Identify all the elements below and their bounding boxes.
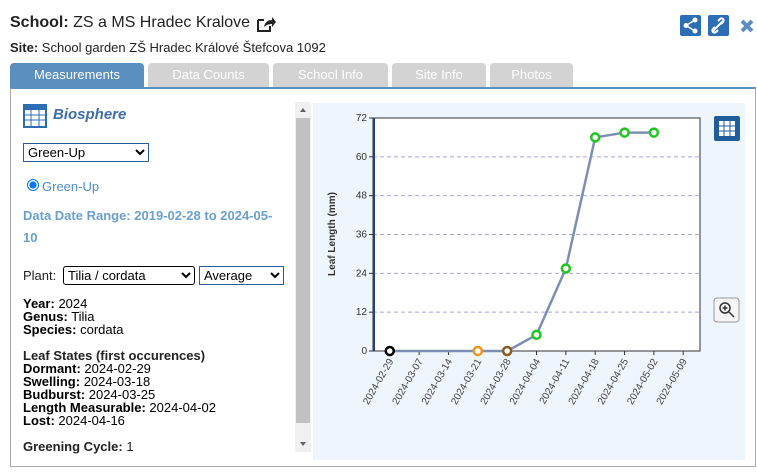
detail-label: Budburst: bbox=[23, 387, 86, 402]
point bbox=[619, 127, 630, 138]
detail-label: Year: bbox=[23, 296, 55, 311]
detail-value: 2024 bbox=[58, 296, 88, 311]
share-button[interactable] bbox=[680, 15, 701, 36]
detail-label: Genus: bbox=[23, 309, 68, 324]
link-button[interactable] bbox=[708, 15, 729, 36]
point bbox=[472, 345, 484, 357]
open-icon[interactable] bbox=[256, 15, 276, 33]
scrollbar[interactable] bbox=[295, 102, 311, 452]
table-icon[interactable] bbox=[23, 104, 47, 128]
detail-value: 2024-03-18 bbox=[83, 374, 151, 389]
point bbox=[531, 329, 542, 341]
site-line: Site: School garden ZŠ Hradec Králové Št… bbox=[10, 40, 326, 55]
leaf-states-title: Leaf States (first occurences) bbox=[23, 348, 206, 363]
point bbox=[648, 127, 660, 138]
detail-value: 2024-04-16 bbox=[58, 413, 125, 428]
detail-value: 2024-02-29 bbox=[84, 361, 151, 376]
y-tick-label: 60 bbox=[356, 152, 368, 163]
detail-row: Budburst: 2024-03-25 bbox=[23, 388, 216, 401]
tab[interactable]: Site Info bbox=[392, 63, 486, 87]
detail-row: Species: cordata bbox=[23, 323, 123, 336]
chart-table-button[interactable] bbox=[714, 116, 740, 141]
point bbox=[384, 345, 396, 357]
details: Year: 2024 Genus: Tilia Species: cordata bbox=[23, 297, 123, 336]
cycle-row: Greening Cycle: 1 bbox=[23, 439, 134, 454]
phenophase-select[interactable]: Green-Up bbox=[23, 143, 149, 162]
y-tick-label: 12 bbox=[356, 307, 368, 318]
detail-row: Swelling: 2024-03-18 bbox=[23, 375, 216, 388]
detail-value: 2024-03-25 bbox=[88, 387, 156, 402]
detail-row: Genus: Tilia bbox=[23, 310, 123, 323]
header-icons bbox=[680, 15, 754, 36]
site-label: Site: bbox=[10, 40, 39, 55]
y-tick-label: 48 bbox=[356, 191, 368, 202]
detail-label: Swelling: bbox=[23, 374, 81, 389]
y-tick-label: 72 bbox=[356, 113, 368, 124]
plant-label: Plant: bbox=[23, 268, 57, 283]
school-name: ZS a MS Hradec Kralove bbox=[73, 14, 251, 31]
detail-row: Year: 2024 bbox=[23, 297, 123, 310]
tab[interactable]: Photos bbox=[490, 63, 573, 87]
detail-row: Length Measurable: 2024-04-02 bbox=[23, 401, 216, 414]
detail-row: Lost: 2024-04-16 bbox=[23, 414, 216, 427]
plant-select[interactable]: Tilia / cordata bbox=[63, 266, 195, 285]
date-range: Data Date Range: 2019-02-28 to 2024-05-1… bbox=[23, 205, 283, 249]
detail-label: Species: bbox=[23, 322, 77, 337]
stat-select[interactable]: Average bbox=[199, 266, 284, 285]
point bbox=[589, 132, 601, 143]
zoom-button[interactable] bbox=[713, 297, 740, 323]
detail-value: Tilia bbox=[71, 309, 95, 324]
leaf-states: Dormant: 2024-02-29 Swelling: 2024-03-18 B… bbox=[23, 362, 216, 427]
tab[interactable]: School Info bbox=[273, 63, 388, 87]
tab[interactable]: Data Counts bbox=[148, 63, 269, 87]
point bbox=[560, 263, 572, 274]
y-axis-label: Leaf Length (mm) bbox=[327, 192, 338, 276]
radio-row[interactable]: Green-Up bbox=[27, 179, 99, 194]
panel-title: Biosphere bbox=[53, 106, 127, 123]
cycle-label: Greening Cycle: bbox=[23, 439, 123, 454]
detail-label: Length Measurable: bbox=[23, 400, 146, 415]
y-tick-label: 36 bbox=[356, 230, 368, 241]
detail-row: Dormant: 2024-02-29 bbox=[23, 362, 216, 375]
y-tick-label: 24 bbox=[356, 268, 368, 279]
detail-label: Dormant: bbox=[23, 361, 81, 376]
detail-label: Lost: bbox=[23, 413, 55, 428]
detail-value: 2024-04-02 bbox=[149, 400, 216, 415]
tab-panel bbox=[10, 87, 756, 467]
radio-label: Green-Up bbox=[42, 179, 100, 194]
site-name: School garden ZŠ Hradec Králové Štefcova… bbox=[41, 40, 326, 55]
date-range-label: Data Date Range: bbox=[23, 208, 131, 223]
tab[interactable]: Measurements bbox=[10, 63, 144, 87]
chart: Leaf Length (mm) 01224364860722024-02-29… bbox=[313, 103, 745, 460]
radio[interactable] bbox=[27, 179, 39, 191]
school-line: School: ZS a MS Hradec Kralove bbox=[10, 14, 250, 32]
school-label: School: bbox=[10, 14, 69, 31]
point bbox=[501, 345, 513, 357]
y-tick-label: 0 bbox=[361, 346, 367, 357]
cycle-value: 1 bbox=[126, 439, 134, 454]
date-range-value: 2019-02-28 to 2024-05-10 bbox=[23, 208, 273, 245]
detail-value: cordata bbox=[80, 322, 124, 337]
close-button[interactable] bbox=[740, 19, 754, 33]
